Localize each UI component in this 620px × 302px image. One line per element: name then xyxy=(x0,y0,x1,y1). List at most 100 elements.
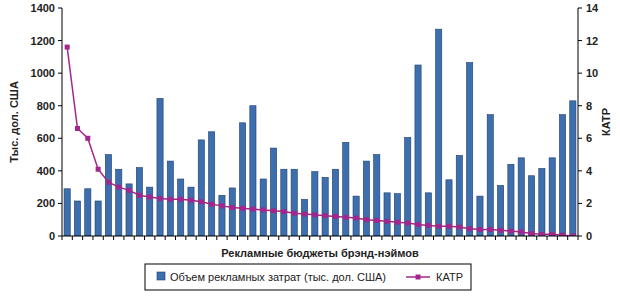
tick xyxy=(578,40,582,41)
marker xyxy=(250,207,255,212)
tick-label: 0 xyxy=(49,230,55,242)
tick xyxy=(206,236,207,240)
bar xyxy=(178,179,184,236)
bar xyxy=(374,155,380,236)
bar xyxy=(363,161,369,236)
bar xyxy=(322,177,328,236)
tick xyxy=(268,236,269,240)
marker xyxy=(529,231,534,236)
tick-label: 12 xyxy=(586,35,598,47)
y-label: Тыс. дол. США xyxy=(8,81,20,163)
tick xyxy=(134,236,135,240)
bar xyxy=(291,169,297,236)
y2-label: КАТР xyxy=(600,108,612,136)
tick xyxy=(72,236,73,240)
tick xyxy=(578,203,582,204)
bar xyxy=(270,148,276,236)
tick xyxy=(196,236,197,240)
marker xyxy=(333,214,338,219)
bar xyxy=(126,184,132,236)
plot-area xyxy=(64,29,576,236)
marker xyxy=(343,215,348,220)
marker xyxy=(374,218,379,223)
tick xyxy=(92,236,93,240)
bar xyxy=(281,169,287,236)
marker xyxy=(147,194,152,199)
tick xyxy=(464,236,465,240)
bar xyxy=(85,189,91,236)
tick xyxy=(175,236,176,240)
marker xyxy=(498,228,503,233)
marker xyxy=(116,185,121,190)
marker xyxy=(199,199,204,204)
legend-swatch xyxy=(157,272,165,280)
x-label: Рекламные бюджеты брэнд-нэймов xyxy=(221,247,419,259)
bar xyxy=(539,168,545,236)
tick xyxy=(320,236,321,240)
bar xyxy=(312,172,318,236)
bar xyxy=(528,176,534,236)
tick xyxy=(58,203,62,204)
tick xyxy=(58,40,62,41)
tick xyxy=(237,236,238,240)
tick xyxy=(58,236,62,237)
bar xyxy=(343,142,349,236)
tick-label: 1200 xyxy=(31,35,55,47)
tick xyxy=(58,73,62,74)
tick-label: 14 xyxy=(586,2,599,14)
marker xyxy=(550,232,555,236)
tick-label: 8 xyxy=(586,100,592,112)
tick xyxy=(516,236,517,240)
bar xyxy=(209,132,215,236)
tick xyxy=(505,236,506,240)
tick xyxy=(578,170,582,171)
tick xyxy=(154,236,155,240)
marker xyxy=(137,193,142,198)
bar xyxy=(559,115,565,236)
bar xyxy=(136,168,142,236)
marker xyxy=(219,203,224,208)
tick xyxy=(578,8,582,9)
marker xyxy=(395,220,400,225)
marker xyxy=(354,216,359,221)
tick xyxy=(58,138,62,139)
legend-swatch xyxy=(416,275,421,280)
marker xyxy=(168,197,173,202)
tick-label: 2 xyxy=(586,197,592,209)
tick xyxy=(443,236,444,240)
tick xyxy=(62,236,63,240)
legend: Объем рекламных затрат (тыс. дол. США) КА… xyxy=(145,264,471,290)
tick xyxy=(123,236,124,240)
tick-label: 6 xyxy=(586,132,592,144)
tick xyxy=(309,236,310,240)
legend-label: Объем рекламных затрат (тыс. дол. США) xyxy=(170,271,386,283)
tick xyxy=(58,8,62,9)
tick xyxy=(165,236,166,240)
legend-item: Объем рекламных затрат (тыс. дол. США) xyxy=(157,271,386,283)
bar xyxy=(415,65,421,236)
marker xyxy=(539,232,544,236)
bar xyxy=(446,180,452,236)
tick-label: 200 xyxy=(37,197,55,209)
marker xyxy=(312,212,317,217)
tick xyxy=(578,138,582,139)
bar xyxy=(260,179,266,236)
tick-label: 800 xyxy=(37,100,55,112)
tick xyxy=(557,236,558,240)
tick xyxy=(578,236,582,237)
marker xyxy=(127,188,132,193)
marker xyxy=(261,207,266,212)
marker xyxy=(519,229,524,234)
legend-label: КАТР xyxy=(436,271,463,283)
bar xyxy=(240,123,246,236)
bar xyxy=(384,193,390,236)
tick xyxy=(392,236,393,240)
marker xyxy=(477,227,482,232)
tick xyxy=(350,236,351,240)
bar xyxy=(105,155,111,236)
marker xyxy=(447,224,452,229)
bar xyxy=(188,187,194,236)
chart: 020040060080010001200140002468101214Рекл… xyxy=(0,0,620,302)
y2-axis xyxy=(578,8,579,236)
marker xyxy=(158,196,163,201)
